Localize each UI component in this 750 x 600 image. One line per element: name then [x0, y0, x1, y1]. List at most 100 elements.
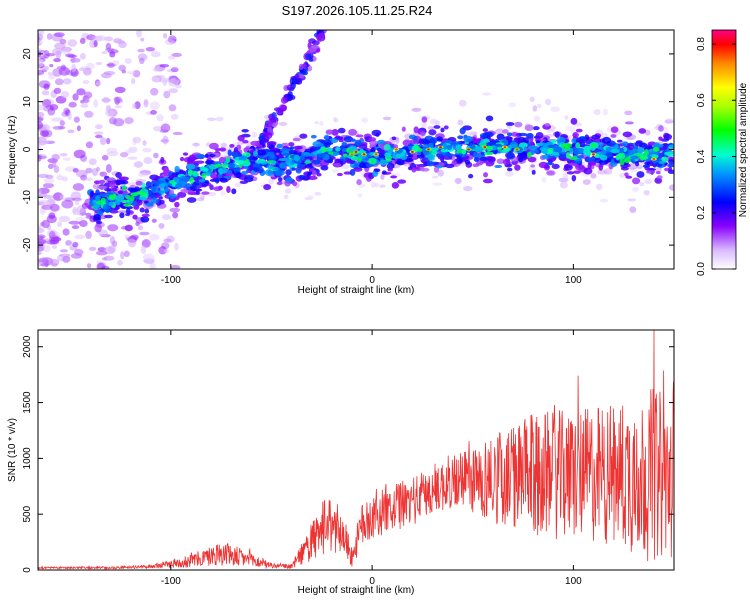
heatmap-cell — [107, 62, 115, 69]
heatmap-cell — [427, 160, 434, 167]
heatmap-cell — [532, 105, 538, 112]
spectrogram-y-axis-label: Frequency (Hz) — [7, 116, 18, 185]
heatmap-cell — [341, 164, 350, 169]
heatmap-cell — [59, 38, 67, 45]
heatmap-cell — [469, 144, 476, 150]
heatmap-cell — [151, 218, 157, 223]
heatmap-cell — [420, 131, 426, 137]
heatmap-cell — [380, 173, 385, 180]
heatmap-cell — [263, 184, 272, 191]
heatmap-cell — [220, 142, 228, 149]
heatmap-cell — [486, 131, 494, 138]
heatmap-cell — [564, 115, 569, 120]
heatmap-cell — [145, 181, 152, 188]
heatmap-cell — [169, 207, 181, 213]
heatmap-cell — [76, 205, 84, 214]
heatmap-cell — [101, 72, 112, 79]
heatmap-cell — [206, 160, 212, 166]
heatmap-cell — [652, 158, 656, 161]
y-tick-label: 1500 — [22, 391, 33, 414]
heatmap-cell — [40, 129, 49, 137]
heatmap-cell — [168, 104, 177, 112]
heatmap-cell — [596, 183, 603, 191]
heatmap-cell — [257, 155, 266, 159]
y-tick-label: 500 — [22, 505, 33, 522]
heatmap-cell — [230, 151, 239, 156]
heatmap-cell — [168, 88, 179, 94]
heatmap-cell — [282, 153, 291, 157]
heatmap-cell — [591, 143, 597, 148]
heatmap-cell — [253, 163, 263, 168]
heatmap-cell — [429, 137, 438, 144]
heatmap-cell — [529, 96, 535, 102]
heatmap-cell — [435, 165, 443, 169]
y-tick-label: 0 — [22, 567, 33, 573]
heatmap-cell — [239, 159, 244, 165]
heatmap-cell — [536, 103, 542, 109]
colorbar-tick-label: 0.0 — [696, 262, 707, 276]
heatmap-cell — [668, 184, 674, 191]
heatmap-cell — [314, 121, 319, 125]
heatmap-cell — [273, 166, 280, 171]
heatmap-cell — [53, 87, 62, 94]
heatmap-cell — [610, 126, 619, 133]
heatmap-cell — [103, 203, 110, 211]
heatmap-cell — [485, 163, 494, 167]
heatmap-cell — [276, 181, 283, 186]
heatmap-cell — [124, 117, 134, 125]
heatmap-cell — [432, 175, 439, 179]
heatmap-cell — [132, 214, 138, 220]
heatmap-cell — [387, 167, 394, 172]
x-tick-label: 100 — [565, 576, 582, 587]
heatmap-cell — [401, 126, 406, 132]
heatmap-cell — [575, 142, 581, 149]
heatmap-cell — [293, 154, 300, 162]
heatmap-cell — [464, 159, 471, 165]
heatmap-cell — [67, 112, 72, 121]
heatmap-cell — [128, 146, 138, 154]
heatmap-cell — [502, 158, 511, 166]
y-tick-label: 0 — [22, 146, 33, 152]
heatmap-cell — [139, 207, 145, 213]
heatmap-cell — [306, 195, 314, 200]
heatmap-cell — [71, 225, 80, 230]
heatmap-cell — [506, 132, 513, 137]
heatmap-cell — [265, 131, 273, 139]
heatmap-cell — [324, 134, 330, 141]
heatmap-cell — [506, 152, 516, 160]
heatmap-cell — [632, 186, 639, 193]
heatmap-cell — [280, 148, 290, 152]
heatmap-cell — [97, 185, 108, 190]
heatmap-cell — [53, 58, 61, 63]
heatmap-cell — [260, 161, 268, 165]
heatmap-cell — [149, 101, 160, 110]
heatmap-cell — [47, 71, 55, 76]
heatmap-cell — [250, 140, 261, 147]
heatmap-cell — [252, 166, 259, 172]
heatmap-cell — [57, 221, 62, 228]
heatmap-cell — [636, 148, 644, 153]
heatmap-cell — [152, 67, 161, 72]
heatmap-cell — [610, 134, 617, 138]
heatmap-cell — [371, 129, 382, 137]
heatmap-cell — [68, 101, 77, 108]
heatmap-cell — [443, 143, 448, 150]
heatmap-cell — [421, 116, 428, 123]
heatmap-cell — [85, 177, 94, 182]
heatmap-cell — [664, 167, 670, 172]
heatmap-cell — [86, 263, 92, 269]
heatmap-cell — [337, 127, 346, 134]
heatmap-cell — [483, 146, 487, 149]
snr-y-axis-label: SNR (10 * v/v) — [7, 418, 18, 482]
heatmap-cell — [353, 160, 359, 168]
heatmap-cell — [474, 145, 484, 153]
spectrogram-x-axis-label: Height of straight line (km) — [298, 285, 415, 296]
heatmap-cell — [75, 217, 86, 221]
heatmap-cell — [636, 171, 645, 178]
heatmap-cell — [601, 136, 612, 144]
heatmap-cell — [38, 262, 41, 268]
heatmap-cell — [624, 121, 634, 125]
heatmap-cell — [285, 188, 291, 194]
heatmap-cell — [331, 128, 339, 136]
